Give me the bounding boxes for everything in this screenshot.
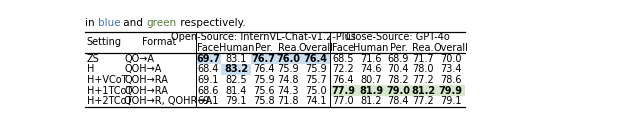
Text: 82.5: 82.5 bbox=[225, 75, 247, 85]
Text: Format: Format bbox=[141, 38, 176, 47]
Text: Setting: Setting bbox=[86, 38, 121, 47]
Text: 77.2: 77.2 bbox=[412, 75, 434, 85]
Text: Rea.: Rea. bbox=[278, 43, 299, 53]
Text: 83.2: 83.2 bbox=[224, 64, 248, 74]
Text: QOH→RA: QOH→RA bbox=[124, 75, 168, 85]
Text: Rea.: Rea. bbox=[413, 43, 434, 53]
Text: 75.9: 75.9 bbox=[253, 75, 275, 85]
Text: respectively.: respectively. bbox=[177, 18, 245, 28]
Bar bbox=[330, 85, 356, 96]
Bar bbox=[251, 53, 276, 64]
Text: 71.6: 71.6 bbox=[360, 54, 382, 64]
Text: QOH→A: QOH→A bbox=[124, 64, 161, 74]
Text: 79.0: 79.0 bbox=[387, 86, 410, 96]
Bar bbox=[276, 53, 301, 64]
Bar bbox=[356, 85, 386, 96]
Text: blue: blue bbox=[98, 18, 120, 28]
Text: 81.4: 81.4 bbox=[225, 86, 247, 96]
Text: 76.4: 76.4 bbox=[333, 75, 354, 85]
Text: 69.1: 69.1 bbox=[198, 96, 219, 106]
Text: 79.9: 79.9 bbox=[438, 86, 463, 96]
Text: 75.9: 75.9 bbox=[305, 64, 326, 74]
Bar bbox=[221, 64, 251, 75]
Text: 70.4: 70.4 bbox=[388, 64, 409, 74]
Text: 72.2: 72.2 bbox=[333, 64, 355, 74]
Text: 78.0: 78.0 bbox=[413, 64, 434, 74]
Text: Open-Source: InternVL-Chat-v1.2-Plus: Open-Source: InternVL-Chat-v1.2-Plus bbox=[171, 32, 355, 42]
Text: QOH→R, QOHR→A: QOH→R, QOHR→A bbox=[124, 96, 212, 106]
Text: 74.6: 74.6 bbox=[360, 64, 382, 74]
Text: Close-Source: GPT-4o: Close-Source: GPT-4o bbox=[346, 32, 450, 42]
Text: 71.7: 71.7 bbox=[412, 54, 434, 64]
Text: 81.9: 81.9 bbox=[359, 86, 383, 96]
Bar bbox=[386, 85, 411, 96]
Text: and: and bbox=[120, 18, 147, 28]
Bar bbox=[196, 53, 221, 64]
Bar bbox=[301, 53, 330, 64]
Text: ZS: ZS bbox=[87, 54, 100, 64]
Text: Overall: Overall bbox=[298, 43, 333, 53]
Text: 78.2: 78.2 bbox=[388, 75, 409, 85]
Text: QOH→RA: QOH→RA bbox=[124, 86, 168, 96]
Text: 74.1: 74.1 bbox=[305, 96, 326, 106]
Text: 68.6: 68.6 bbox=[198, 86, 219, 96]
Text: 78.6: 78.6 bbox=[440, 75, 461, 85]
Text: Human: Human bbox=[353, 43, 389, 53]
Text: 69.1: 69.1 bbox=[198, 75, 219, 85]
Text: Overall: Overall bbox=[433, 43, 468, 53]
Text: in: in bbox=[85, 18, 98, 28]
Text: green: green bbox=[147, 18, 177, 28]
Text: 80.7: 80.7 bbox=[360, 75, 382, 85]
Text: 68.9: 68.9 bbox=[388, 54, 409, 64]
Text: 75.0: 75.0 bbox=[305, 86, 326, 96]
Text: Face: Face bbox=[332, 43, 355, 53]
Text: 71.8: 71.8 bbox=[278, 96, 299, 106]
Text: H: H bbox=[87, 64, 94, 74]
Text: 70.0: 70.0 bbox=[440, 54, 461, 64]
Text: 77.0: 77.0 bbox=[333, 96, 354, 106]
Text: 79.1: 79.1 bbox=[225, 96, 247, 106]
Text: 77.2: 77.2 bbox=[412, 96, 434, 106]
Text: 75.6: 75.6 bbox=[253, 86, 275, 96]
Text: 76.4: 76.4 bbox=[303, 54, 328, 64]
Text: 68.4: 68.4 bbox=[198, 64, 219, 74]
Text: Human: Human bbox=[218, 43, 254, 53]
Text: 76.0: 76.0 bbox=[276, 54, 300, 64]
Text: 83.1: 83.1 bbox=[225, 54, 247, 64]
Bar bbox=[436, 85, 465, 96]
Text: 68.5: 68.5 bbox=[333, 54, 354, 64]
Text: 73.4: 73.4 bbox=[440, 64, 461, 74]
Text: 75.9: 75.9 bbox=[278, 64, 299, 74]
Text: QO→A: QO→A bbox=[124, 54, 154, 64]
Text: 76.4: 76.4 bbox=[253, 64, 275, 74]
Text: H+1TCoT: H+1TCoT bbox=[87, 86, 132, 96]
Text: 74.3: 74.3 bbox=[278, 86, 299, 96]
Bar bbox=[411, 85, 436, 96]
Text: 69.7: 69.7 bbox=[196, 54, 220, 64]
Text: 75.8: 75.8 bbox=[253, 96, 275, 106]
Text: Face: Face bbox=[197, 43, 220, 53]
Text: 74.8: 74.8 bbox=[278, 75, 299, 85]
Text: 76.7: 76.7 bbox=[252, 54, 275, 64]
Text: 81.2: 81.2 bbox=[360, 96, 382, 106]
Text: Per.: Per. bbox=[255, 43, 273, 53]
Text: 79.1: 79.1 bbox=[440, 96, 461, 106]
Text: 75.7: 75.7 bbox=[305, 75, 326, 85]
Text: 81.2: 81.2 bbox=[411, 86, 435, 96]
Text: H+VCoT: H+VCoT bbox=[87, 75, 127, 85]
Text: 77.9: 77.9 bbox=[332, 86, 355, 96]
Text: Per.: Per. bbox=[390, 43, 407, 53]
Text: H+2TCoT: H+2TCoT bbox=[87, 96, 132, 106]
Text: 78.4: 78.4 bbox=[388, 96, 409, 106]
